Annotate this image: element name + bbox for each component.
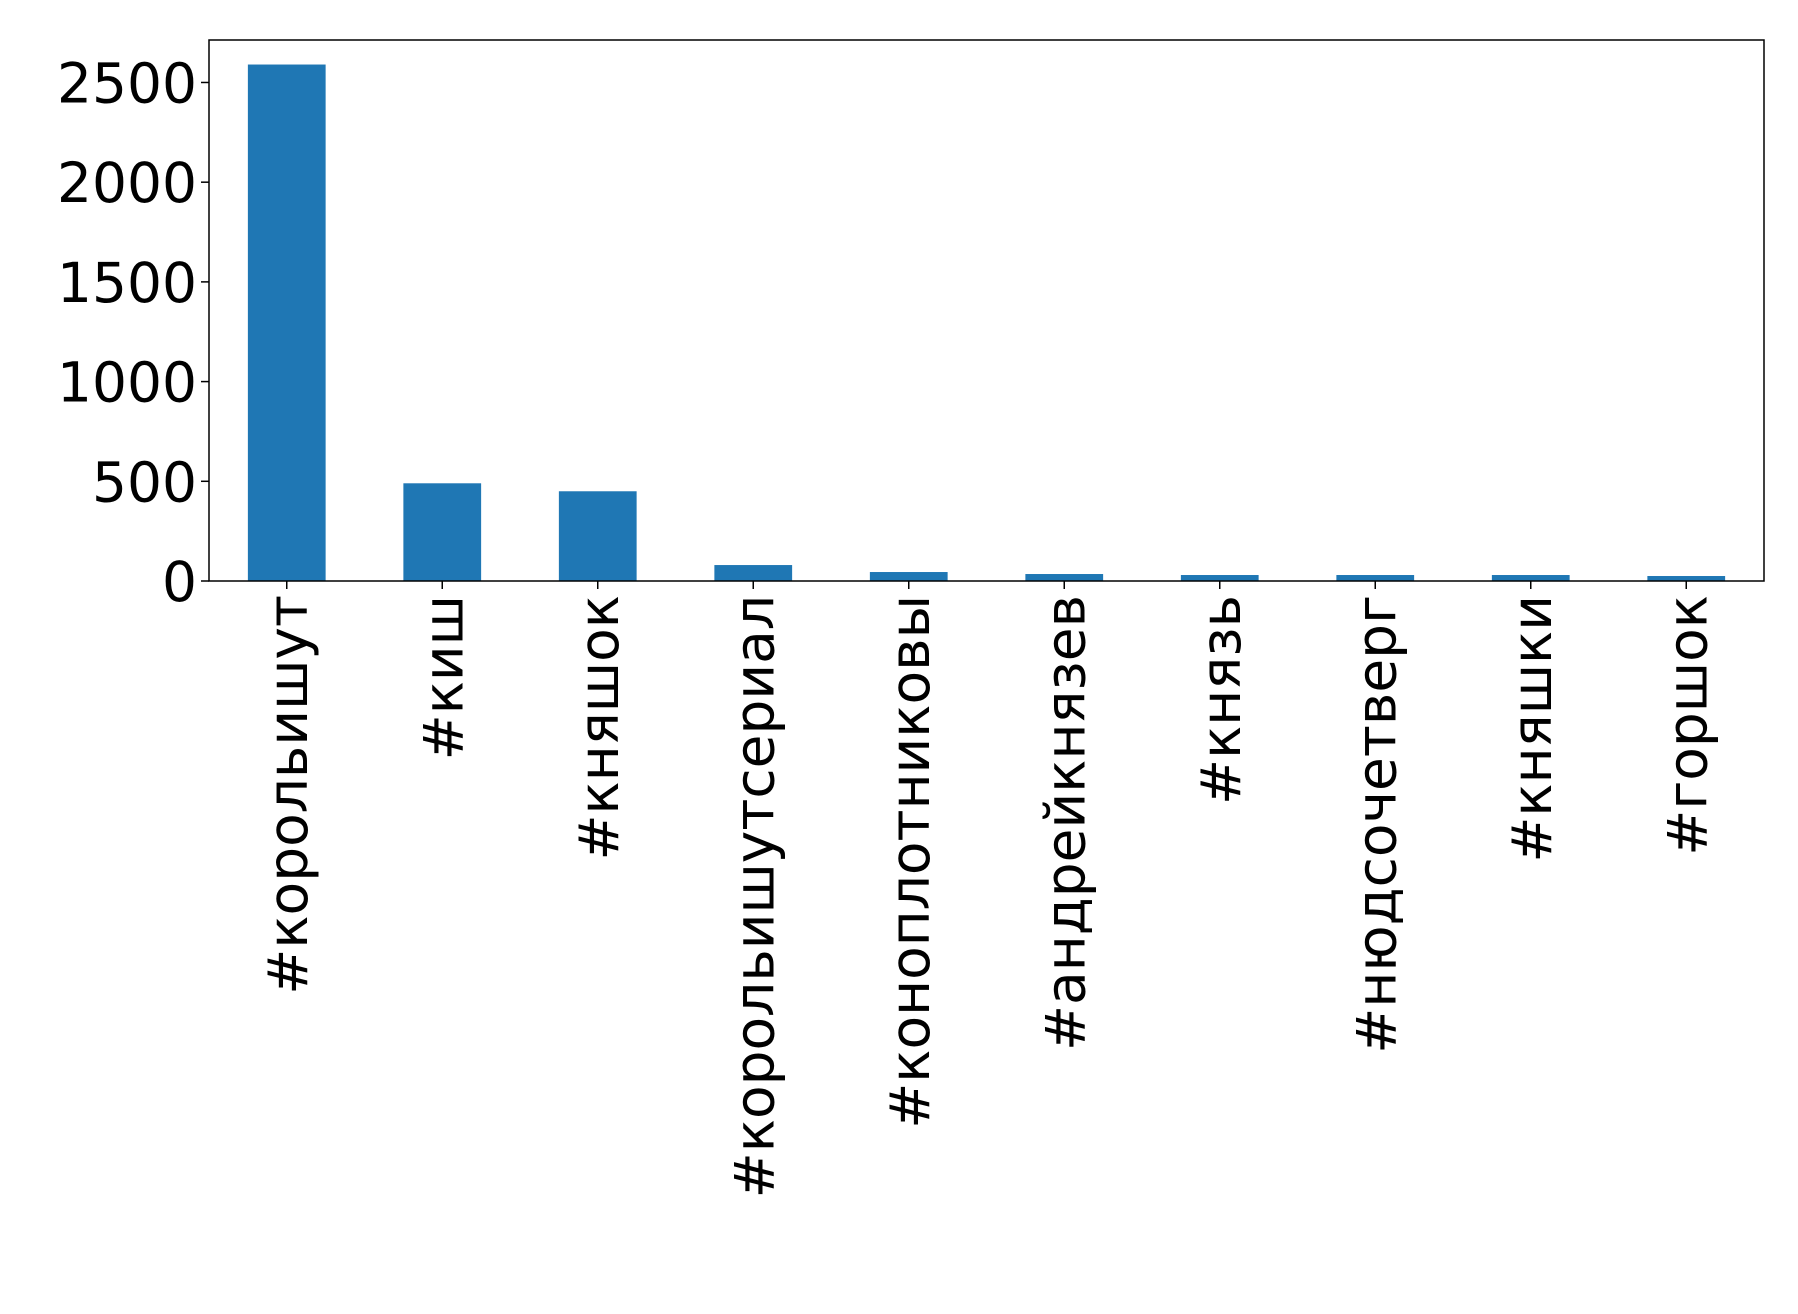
y-tick-label: 1500 bbox=[57, 251, 197, 315]
y-tick-label: 2500 bbox=[57, 51, 197, 115]
bar bbox=[1647, 576, 1726, 581]
x-tick-label: #андрейкнязев bbox=[1033, 595, 1097, 1051]
y-tick-label: 1000 bbox=[57, 351, 197, 415]
x-tick-label: #корольишут bbox=[256, 595, 320, 995]
x-tick-label: #нюдсочетверг bbox=[1344, 595, 1408, 1054]
y-tick-label: 500 bbox=[92, 450, 197, 514]
bar bbox=[1180, 575, 1259, 581]
bar bbox=[869, 572, 948, 581]
x-tick-label: #княшок bbox=[567, 595, 631, 861]
plot-frame bbox=[208, 39, 1765, 582]
bar bbox=[247, 64, 326, 581]
x-tick-label: #княшки bbox=[1500, 595, 1564, 863]
bar bbox=[1336, 575, 1415, 581]
bar bbox=[1025, 574, 1104, 581]
x-tick-label: #князь bbox=[1189, 595, 1253, 805]
x-tick-label: #корольишутсериал bbox=[722, 595, 786, 1198]
bar bbox=[1491, 575, 1570, 581]
x-tick-label: #коноплотниковы bbox=[878, 595, 942, 1129]
y-tick-label: 0 bbox=[162, 550, 197, 614]
y-tick-label: 2000 bbox=[57, 151, 197, 215]
bar bbox=[558, 491, 637, 581]
bar bbox=[403, 483, 482, 581]
x-tick-label: #киш bbox=[411, 595, 475, 760]
x-tick-label: #горшок bbox=[1655, 595, 1719, 856]
bar bbox=[714, 565, 793, 581]
